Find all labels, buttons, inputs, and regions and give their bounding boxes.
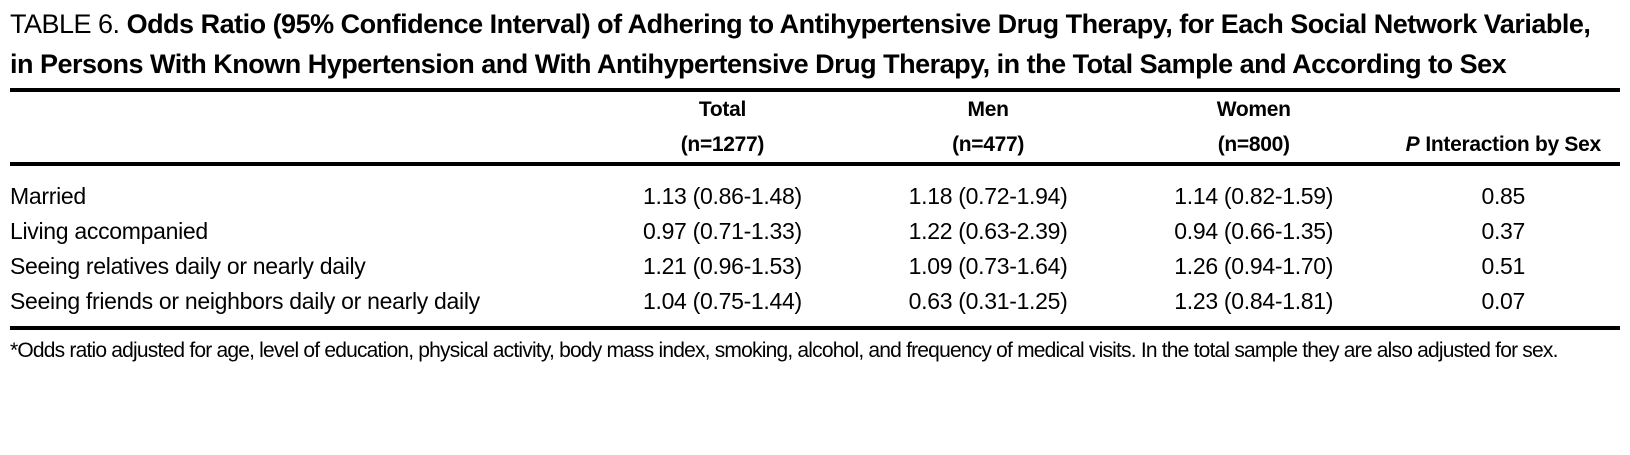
table-row-married: Married 1.13 (0.86-1.48) 1.18 (0.72-1.94… [10, 164, 1620, 214]
header-variable-spacer [10, 92, 590, 166]
table-row-seeing-relatives: Seeing relatives daily or nearly daily 1… [10, 249, 1620, 284]
header-p-text: Interaction by Sex [1425, 133, 1601, 156]
cell-p-interaction: 0.85 [1481, 183, 1526, 209]
header-women: Women (n=800) [1120, 92, 1387, 166]
table-row-living-accompanied: Living accompanied 0.97 (0.71-1.33) 1.22… [10, 214, 1620, 249]
row-label: Seeing relatives daily or nearly daily [10, 253, 366, 279]
header-men: Men (n=477) [855, 92, 1121, 166]
cell-men: 1.09 (0.73-1.64) [908, 253, 1068, 279]
cell-p-interaction: 0.07 [1481, 288, 1526, 314]
odds-ratio-table: Total (n=1277) Men (n=477) Women (n=800)… [10, 92, 1620, 326]
table-number-label: TABLE 6. [10, 9, 120, 39]
cell-women: 1.26 (0.94-1.70) [1174, 253, 1334, 279]
table-caption: Odds Ratio (95% Confidence Interval) of … [10, 9, 1591, 79]
table-footnote: *Odds ratio adjusted for age, level of e… [10, 339, 1558, 362]
table-row-seeing-friends: Seeing friends or neighbors daily or nea… [10, 284, 1620, 326]
header-total: Total (n=1277) [589, 92, 856, 166]
cell-total: 1.13 (0.86-1.48) [642, 183, 802, 209]
header-p-interaction: P Interaction by Sex [1386, 92, 1620, 166]
cell-men: 0.63 (0.31-1.25) [908, 288, 1068, 314]
header-women-label: Women [1216, 98, 1291, 121]
cell-p-interaction: 0.37 [1481, 218, 1526, 244]
header-row: Total (n=1277) Men (n=477) Women (n=800)… [10, 92, 1620, 166]
row-label: Married [10, 183, 86, 209]
cell-women: 0.94 (0.66-1.35) [1174, 218, 1334, 244]
row-label: Living accompanied [10, 218, 208, 244]
table-header: Total (n=1277) Men (n=477) Women (n=800)… [10, 92, 1620, 166]
header-p-symbol: P [1405, 133, 1420, 156]
paper-table-figure: TABLE 6. Odds Ratio (95% Confidence Inter… [10, 4, 1620, 362]
cell-women: 1.14 (0.82-1.59) [1174, 183, 1334, 209]
cell-total: 0.97 (0.71-1.33) [642, 218, 802, 244]
row-label: Seeing friends or neighbors daily or nea… [10, 288, 480, 314]
table-body: Married 1.13 (0.86-1.48) 1.18 (0.72-1.94… [10, 164, 1620, 326]
cell-total: 1.04 (0.75-1.44) [642, 288, 802, 314]
cell-men: 1.22 (0.63-2.39) [908, 218, 1068, 244]
cell-total: 1.21 (0.96-1.53) [642, 253, 802, 279]
cell-p-interaction: 0.51 [1481, 253, 1526, 279]
cell-men: 1.18 (0.72-1.94) [908, 183, 1068, 209]
top-rule [10, 88, 1620, 92]
header-men-label: Men [967, 98, 1009, 121]
header-men-n: (n=477) [952, 133, 1025, 156]
cell-women: 1.23 (0.84-1.81) [1174, 288, 1334, 314]
header-women-n: (n=800) [1217, 133, 1290, 156]
header-total-n: (n=1277) [680, 133, 765, 156]
header-total-label: Total [698, 98, 746, 121]
bottom-rule [10, 326, 1620, 330]
table-title: TABLE 6. Odds Ratio (95% Confidence Inter… [10, 4, 1620, 84]
